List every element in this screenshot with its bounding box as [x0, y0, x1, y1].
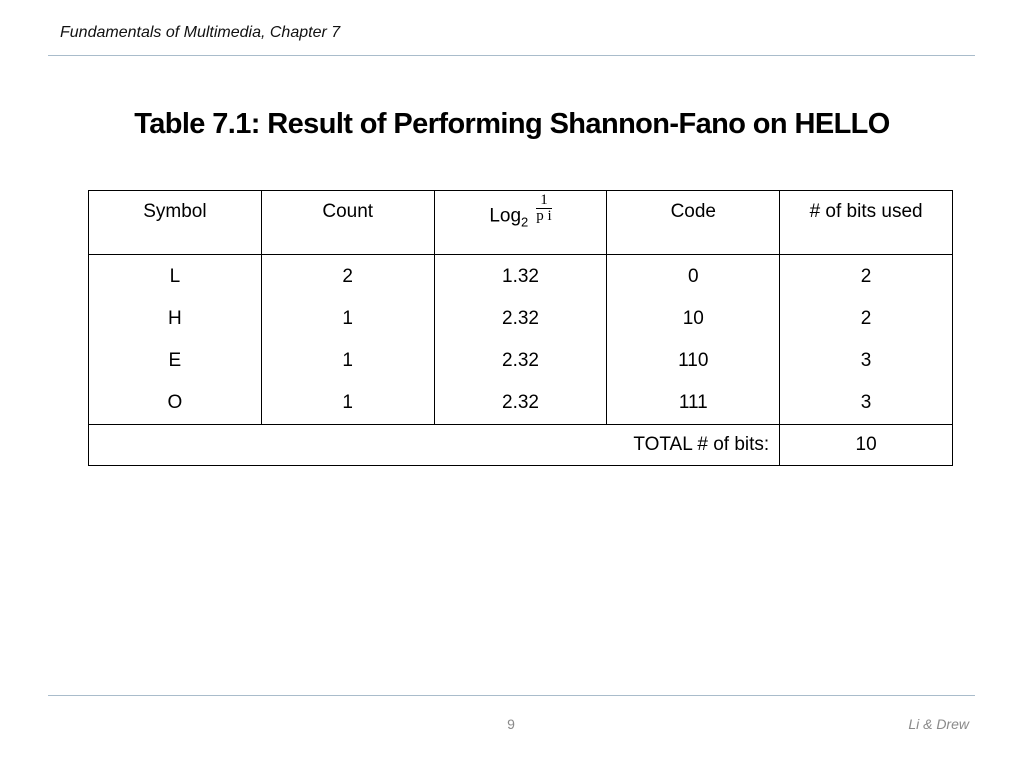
slide-title: Table 7.1: Result of Performing Shannon-…: [134, 108, 890, 140]
data-row: O 1 2.32 111 3: [88, 382, 953, 425]
header-title: Fundamentals of Multimedia, Chapter 7: [60, 24, 341, 41]
total-label: TOTAL # of bits:: [87, 424, 781, 466]
header-cell: Log2 1 p i: [433, 190, 608, 255]
data-cell: 10: [606, 298, 781, 340]
numerator: 1: [536, 193, 552, 209]
data-cell: 111: [606, 382, 781, 425]
header-cell: # of bits used: [779, 190, 953, 255]
header-rule: [48, 55, 975, 56]
data-cell: L: [88, 254, 262, 298]
data-row: E 1 2.32 110 3: [88, 340, 953, 382]
data-cell: 0: [606, 254, 781, 298]
data-cell: 2: [260, 254, 435, 298]
data-cell: 1.32: [433, 254, 608, 298]
data-row: L 2 1.32 0 2: [88, 254, 953, 298]
page-number: 9: [507, 716, 515, 732]
data-cell: 3: [779, 382, 953, 425]
data-cell: 2: [779, 254, 953, 298]
authors: Li & Drew: [908, 716, 969, 732]
table-body: L 2 1.32 0 2 H 1 2.32 10 2 E 1 2.32 110 3 O 1 2.32 111 3: [88, 254, 953, 425]
denominator: p i: [536, 209, 551, 224]
footer-rule: [48, 695, 975, 696]
header-row: Symbol Count Log2 1 p i Code # of bits use…: [88, 190, 953, 255]
data-cell: 1: [260, 340, 435, 382]
data-cell: 2.32: [433, 382, 608, 425]
denominator-p: p: [536, 208, 544, 224]
data-cell: 110: [606, 340, 781, 382]
data-cell: 3: [779, 340, 953, 382]
header-cell: Count: [260, 190, 435, 255]
header-cell: Code: [606, 190, 781, 255]
log-text: Log: [489, 205, 522, 227]
header-cell: Symbol: [88, 190, 262, 255]
code-table: Symbol Count Log2 1 p i Code # of bits use…: [87, 190, 953, 466]
denominator-i: i: [547, 208, 552, 224]
data-cell: 2: [779, 298, 953, 340]
total-row: TOTAL # of bits: 10: [87, 424, 953, 466]
data-cell: 2.32: [433, 298, 608, 340]
data-cell: O: [88, 382, 262, 425]
total-value: 10: [779, 424, 953, 466]
data-cell: E: [88, 340, 262, 382]
data-cell: 2.32: [433, 340, 608, 382]
data-row: H 1 2.32 10 2: [88, 298, 953, 340]
log-base: 2: [521, 214, 529, 230]
data-cell: 1: [260, 382, 435, 425]
data-cell: 1: [260, 298, 435, 340]
data-cell: H: [88, 298, 262, 340]
